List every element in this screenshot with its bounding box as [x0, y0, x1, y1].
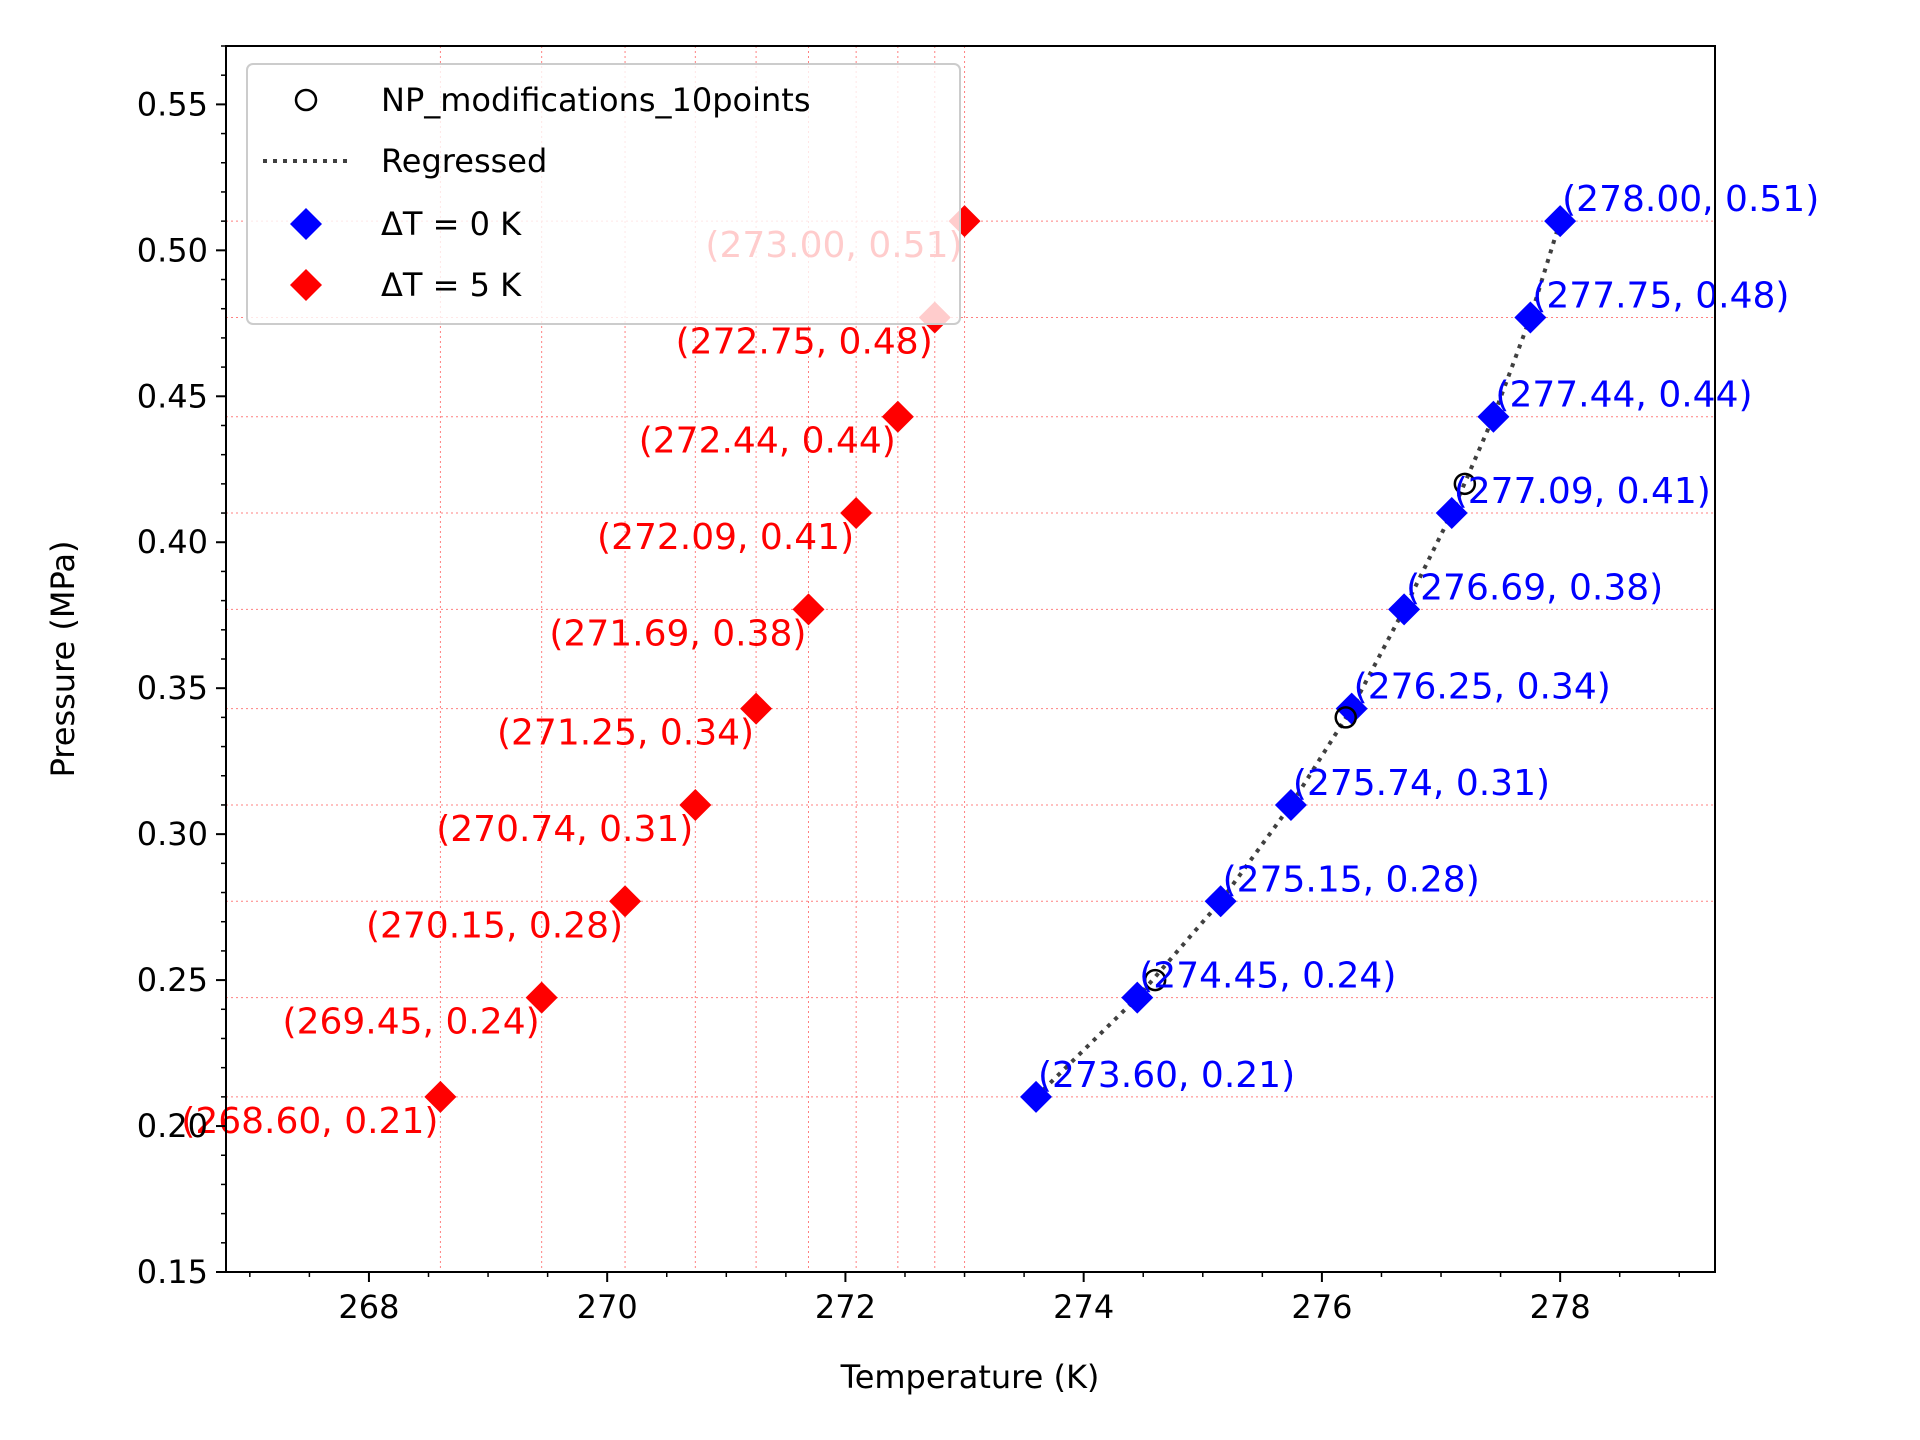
- dt0-point-label: (277.75, 0.48): [1532, 275, 1789, 316]
- dt0-point: [1514, 301, 1547, 334]
- dt5-point-label: (269.45, 0.24): [283, 1002, 540, 1043]
- dt5-point-label: (272.44, 0.44): [639, 421, 896, 462]
- dt0-point-label: (275.74, 0.31): [1293, 763, 1550, 804]
- legend-marker-exp: [294, 88, 318, 112]
- dt0-point: [1388, 593, 1421, 626]
- dt5-point: [525, 981, 558, 1014]
- dt0-point: [1204, 885, 1237, 918]
- legend-marker-dt5: [290, 269, 322, 301]
- legend-label-exp: NP_modifications_10points: [381, 81, 811, 119]
- axis-ticks: 268 270 272 274 276 278 0.15 0.20 0.25 0.30 0.35 0.…: [137, 45, 1681, 1326]
- dt5-point: [881, 400, 914, 433]
- dt0-point-label: (278.00, 0.51): [1562, 179, 1819, 220]
- x-tick-label: 278: [1530, 1288, 1591, 1326]
- dt5-point-label: (272.09, 0.41): [597, 517, 854, 558]
- x-axis-label: Temperature (K): [840, 1358, 1100, 1396]
- y-tick-label: 0.50: [137, 231, 208, 269]
- y-tick-label: 0.25: [137, 961, 208, 999]
- dt5-point-label: (271.25, 0.34): [497, 713, 754, 754]
- legend-marker-dt0: [290, 208, 322, 240]
- dt5-point-label: (270.74, 0.31): [436, 809, 693, 850]
- x-tick-label: 276: [1291, 1288, 1352, 1326]
- dt0-point: [1121, 981, 1154, 1014]
- dt0-point: [1274, 788, 1307, 821]
- dt5-point: [740, 692, 773, 725]
- dt5-point-label: (271.69, 0.38): [549, 613, 806, 654]
- legend-label-dt0: ΔT = 0 K: [381, 205, 522, 243]
- y-tick-label: 0.40: [137, 523, 208, 561]
- dt0-point: [1477, 400, 1510, 433]
- dt5-point-label: (272.75, 0.48): [676, 321, 933, 362]
- dt0-point-label: (276.25, 0.34): [1354, 667, 1611, 708]
- y-tick-label: 0.35: [137, 669, 208, 707]
- exp-point: [1143, 968, 1167, 992]
- y-axis-label: Pressure (MPa): [44, 541, 82, 778]
- y-tick-label: 0.45: [137, 377, 208, 415]
- x-tick-label: 272: [815, 1288, 876, 1326]
- y-tick-label: 0.15: [137, 1253, 208, 1291]
- y-tick-label: 0.55: [137, 85, 208, 123]
- y-tick-label: 0.20: [137, 1107, 208, 1145]
- legend: NP_modifications_10points Regressed ΔT =…: [246, 63, 961, 325]
- dt0-point-label: (276.69, 0.38): [1406, 567, 1663, 608]
- exp-point: [1334, 706, 1357, 729]
- dt5-point: [840, 497, 873, 530]
- x-tick-label: 268: [338, 1288, 399, 1326]
- dt5-point: [424, 1080, 457, 1113]
- dt5-point: [792, 593, 825, 626]
- dt0-point: [1435, 497, 1468, 530]
- dt5-point-label: (270.15, 0.28): [366, 905, 623, 946]
- dt0-point: [1020, 1080, 1053, 1113]
- x-tick-label: 274: [1053, 1288, 1114, 1326]
- x-tick-label: 270: [577, 1288, 638, 1326]
- point-labels: (268.60, 0.21) (269.45, 0.24) (270.15, 0.2…: [181, 179, 1819, 1142]
- dt0-point-label: (273.60, 0.21): [1038, 1055, 1295, 1096]
- dt0-point-label: (274.45, 0.24): [1139, 956, 1396, 997]
- dt0-point-label: (277.44, 0.44): [1495, 375, 1752, 416]
- legend-label-dt5: ΔT = 5 K: [381, 266, 522, 304]
- dt5-point: [609, 885, 642, 918]
- dt5-point-label: (268.60, 0.21): [181, 1101, 438, 1142]
- dt0-point-label: (275.15, 0.28): [1223, 859, 1480, 900]
- dt0-point: [1544, 205, 1577, 238]
- dt5-point: [679, 788, 712, 821]
- legend-label-regressed: Regressed: [381, 142, 547, 180]
- y-tick-label: 0.30: [137, 815, 208, 853]
- data-markers: [424, 205, 1577, 1113]
- dt0-point-label: (277.09, 0.41): [1454, 471, 1711, 512]
- legend-frame: [246, 63, 961, 325]
- exp-point: [1453, 472, 1477, 496]
